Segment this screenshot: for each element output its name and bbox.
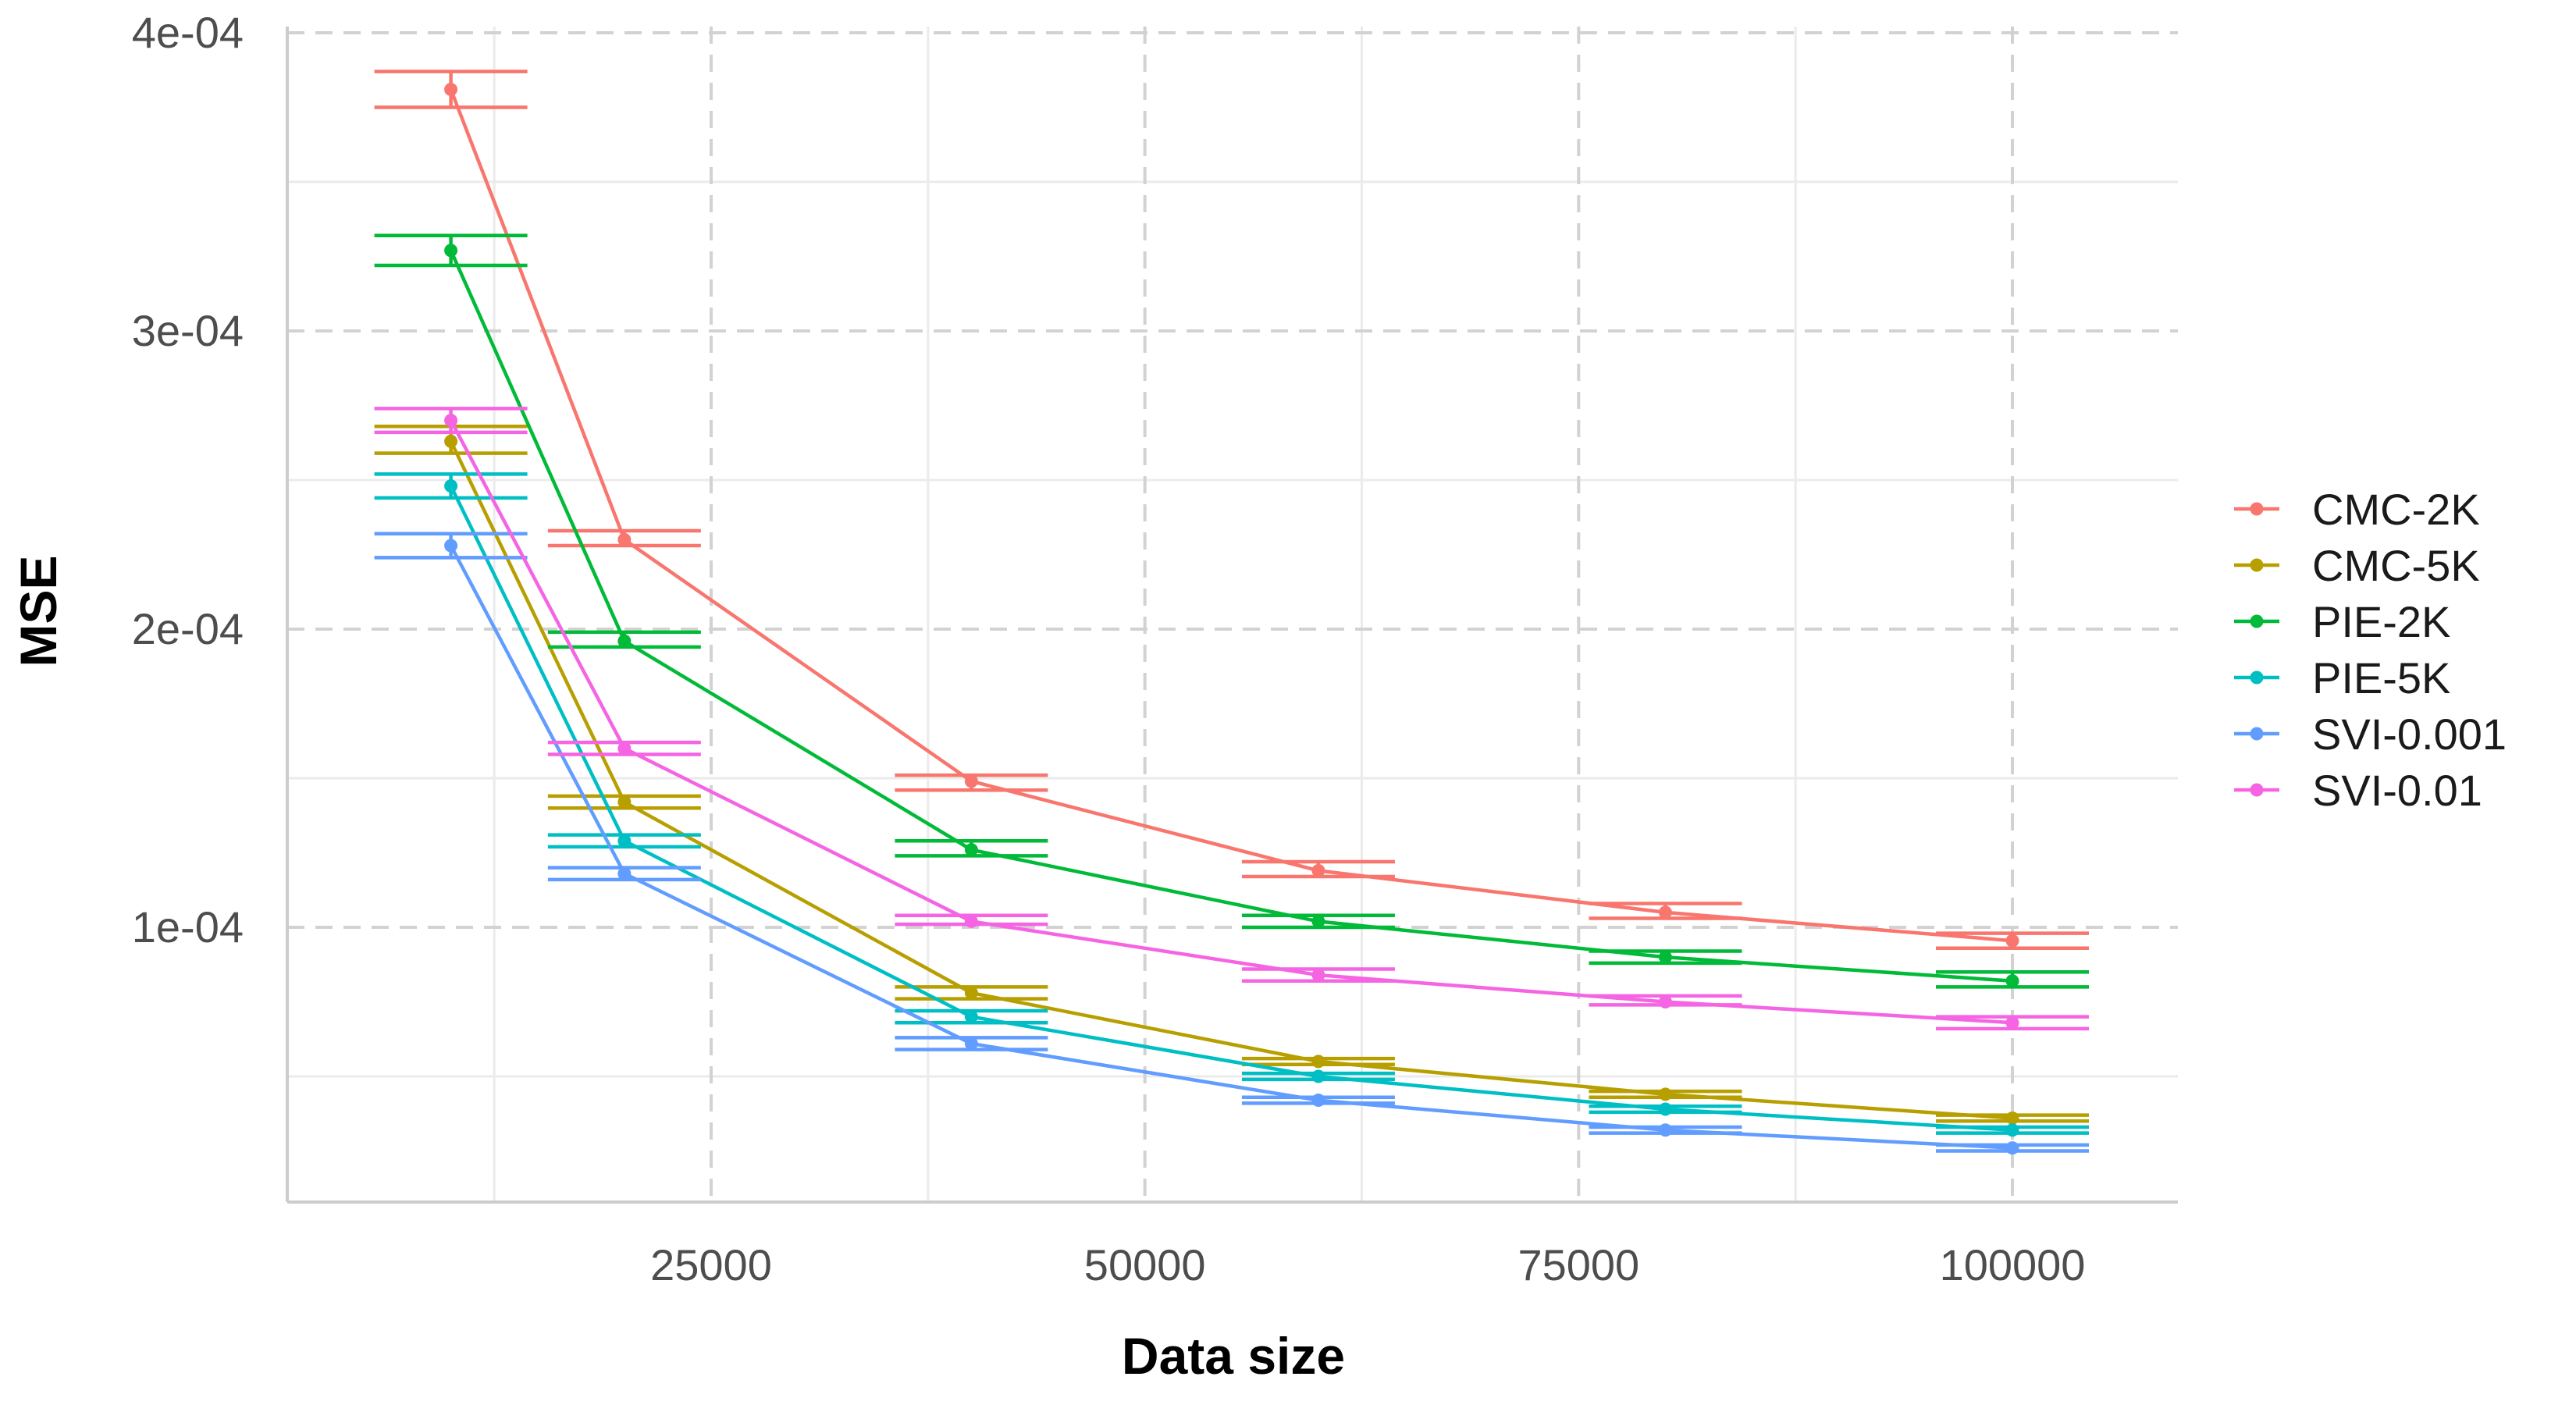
series-line-svi-0-01: [449, 419, 2013, 1025]
legend-label: PIE-5K: [2312, 653, 2450, 702]
legend-label: PIE-2K: [2312, 597, 2450, 646]
legend-label: CMC-5K: [2312, 541, 2480, 590]
data-point: [2005, 1111, 2019, 1125]
data-point: [1311, 1094, 1325, 1108]
series-svi-0-001: [374, 532, 2089, 1155]
x-axis-title: Data size: [1122, 1327, 1345, 1385]
legend-key-point: [2250, 614, 2264, 628]
data-point: [1658, 905, 1672, 919]
data-point: [617, 634, 632, 648]
data-point: [2005, 1141, 2019, 1155]
legend-label: SVI-0.01: [2312, 766, 2482, 815]
series-pie-2k: [374, 233, 2089, 989]
data-point: [964, 1037, 978, 1051]
data-point: [1311, 863, 1325, 877]
legend-key-point: [2250, 783, 2264, 797]
legend-key-point: [2250, 727, 2264, 741]
data-point: [617, 866, 632, 880]
x-tick-label: 50000: [1084, 1240, 1206, 1289]
data-point: [444, 244, 458, 258]
series-line-pie-5k: [449, 485, 2013, 1133]
legend-item-svi-0-01: SVI-0.01: [2234, 766, 2482, 815]
data-point: [617, 532, 632, 546]
series-line-cmc-2k: [449, 88, 2013, 943]
data-point: [617, 795, 632, 809]
y-tick-label: 2e-04: [132, 604, 244, 653]
data-point: [964, 774, 978, 788]
data-point: [1311, 1055, 1325, 1069]
data-point: [444, 83, 458, 97]
data-point: [2005, 974, 2019, 988]
data-point: [1658, 950, 1672, 964]
y-tick-labels: 1e-04 2e-04 3e-04 4e-04: [132, 8, 244, 951]
legend-key-point: [2250, 558, 2264, 572]
series-svi-0-01: [374, 407, 2089, 1031]
legend-item-cmc-5k: CMC-5K: [2234, 541, 2480, 590]
data-point: [2005, 934, 2019, 948]
data-point: [964, 843, 978, 857]
data-point: [964, 1010, 978, 1024]
data-point: [444, 434, 458, 448]
data-point: [1658, 1123, 1672, 1137]
legend-key-point: [2250, 502, 2264, 516]
data-point: [617, 742, 632, 756]
legend-key-point: [2250, 670, 2264, 685]
data-point: [444, 539, 458, 553]
data-point: [1311, 914, 1325, 928]
legend-item-svi-0-001: SVI-0.001: [2234, 710, 2507, 759]
data-point: [617, 834, 632, 848]
legend: CMC-2K CMC-5K PIE-2K PIE-5K SVI-0.001 SVI-0.0…: [2234, 485, 2507, 815]
data-point: [1658, 1102, 1672, 1116]
y-axis-title: MSE: [9, 555, 67, 667]
legend-item-cmc-2k: CMC-2K: [2234, 485, 2480, 534]
data-point: [2005, 1123, 2019, 1137]
data-point: [444, 479, 458, 493]
data-point: [1311, 968, 1325, 982]
x-tick-label: 75000: [1517, 1240, 1639, 1289]
y-tick-label: 4e-04: [132, 8, 244, 57]
data-point: [964, 914, 978, 928]
data-point: [2005, 1016, 2019, 1030]
x-tick-label: 100000: [1940, 1240, 2086, 1289]
series-cmc-2k: [374, 69, 2089, 950]
data-point: [1311, 1069, 1325, 1083]
legend-item-pie-2k: PIE-2K: [2234, 597, 2450, 646]
data-point: [964, 986, 978, 1000]
x-tick-label: 25000: [650, 1240, 772, 1289]
data-point: [444, 414, 458, 428]
series-layer: [374, 69, 2089, 1155]
x-tick-labels: 25000 50000 75000 100000: [650, 1240, 2085, 1289]
series-line-pie-2k: [449, 249, 2013, 984]
series-line-svi-0-001: [449, 544, 2013, 1150]
legend-item-pie-5k: PIE-5K: [2234, 653, 2450, 702]
y-tick-label: 1e-04: [132, 902, 244, 951]
y-tick-label: 3e-04: [132, 306, 244, 355]
series-pie-5k: [374, 472, 2089, 1137]
data-point: [1658, 1087, 1672, 1101]
data-point: [1658, 995, 1672, 1008]
legend-label: CMC-2K: [2312, 485, 2480, 534]
axes: [286, 27, 2178, 1204]
legend-label: SVI-0.001: [2312, 710, 2507, 759]
